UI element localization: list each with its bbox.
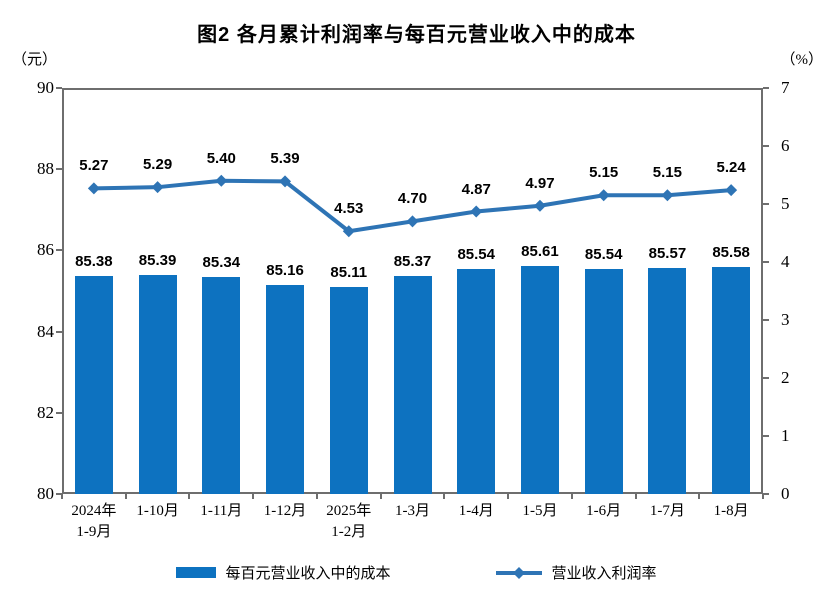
x-axis-tick [443, 494, 446, 499]
line-value-label: 4.53 [334, 200, 364, 218]
bar-value-label: 85.57 [648, 244, 687, 262]
line-value-label: 4.97 [525, 174, 555, 192]
x-category-label: 1-12月 [263, 503, 307, 519]
line-swatch-icon [495, 566, 542, 579]
right-axis-tick-label: 0 [781, 484, 790, 503]
bar [74, 275, 113, 494]
x-axis-tick [762, 494, 764, 499]
bar [457, 269, 496, 494]
right-axis-tick-label: 5 [781, 194, 790, 213]
left-axis-tick-label: 86 [37, 240, 54, 260]
legend-item-profit: 营业收入利润率 [495, 562, 657, 583]
left-axis-tick [56, 168, 62, 171]
left-axis-unit-label: （元） [12, 52, 58, 68]
legend-bar-label: 每百元营业收入中的成本 [225, 566, 391, 582]
left-axis-tick [56, 87, 62, 89]
legend: 每百元营业收入中的成本 营业收入利润率 [0, 562, 833, 583]
x-axis-tick [570, 494, 573, 499]
line-value-label: 5.40 [206, 149, 236, 167]
bar [266, 284, 305, 494]
legend-line-label: 营业收入利润率 [551, 566, 657, 582]
bar-value-label: 85.16 [266, 261, 304, 279]
x-category-label: 1-8月 [713, 503, 749, 519]
bar-value-label: 85.11 [330, 263, 368, 281]
line-value-label: 4.87 [461, 180, 491, 198]
right-axis-tick [763, 87, 769, 89]
bar-value-label: 85.37 [393, 252, 432, 270]
x-category-label: 1-6月 [586, 503, 622, 519]
x-category-label: 1-7月 [649, 503, 685, 519]
right-axis-unit-label: （%） [780, 52, 824, 68]
left-axis-tick-label: 84 [37, 321, 54, 341]
x-category-label: 1-3月 [395, 503, 430, 519]
x-axis-tick [507, 494, 510, 499]
x-category-label: 1-4月 [458, 503, 494, 519]
left-axis-tick [56, 411, 62, 414]
line-value-label: 5.15 [589, 164, 619, 182]
bar-value-label: 85.54 [457, 246, 495, 264]
left-axis-tick-label: 80 [37, 484, 54, 503]
right-axis-tick [763, 145, 769, 147]
bar-value-label: 85.58 [712, 244, 750, 262]
x-category-label: 1-5月 [522, 503, 558, 519]
bar-value-label: 85.61 [521, 243, 559, 261]
left-axis-tick [56, 249, 62, 252]
x-axis-tick [252, 494, 255, 499]
right-axis-tick [763, 319, 769, 321]
right-axis-tick [763, 435, 769, 437]
legend-item-cost: 每百元营业收入中的成本 [176, 562, 391, 583]
right-axis-tick-label: 7 [781, 78, 790, 97]
x-category-label: 1-11月 [200, 503, 243, 519]
line-value-label: 5.39 [270, 150, 300, 168]
bar [648, 267, 687, 494]
right-axis-tick-label: 4 [781, 252, 790, 271]
x-category-label: 2024年 1-9月 [71, 503, 117, 540]
bar-value-label: 85.54 [584, 246, 623, 264]
right-axis-tick [763, 377, 769, 379]
x-axis-tick [634, 494, 637, 499]
right-axis-tick-label: 1 [781, 426, 790, 445]
x-axis-tick [61, 494, 63, 499]
right-axis-tick-label: 2 [781, 368, 790, 387]
left-axis-tick-label: 82 [37, 402, 54, 422]
right-axis-tick-label: 3 [781, 310, 790, 329]
bar-value-label: 85.34 [202, 254, 241, 272]
bar [584, 269, 623, 494]
x-axis-tick [124, 494, 127, 499]
line-value-label: 5.29 [142, 156, 173, 174]
bar-value-label: 85.39 [138, 252, 177, 270]
bar [520, 266, 559, 494]
line-value-label: 4.70 [397, 190, 428, 208]
bar [712, 267, 751, 494]
right-axis-tick-label: 6 [781, 136, 790, 155]
line-value-label: 5.24 [716, 159, 746, 177]
x-axis-tick [315, 494, 318, 499]
left-axis-tick [56, 330, 62, 333]
bar [138, 275, 177, 494]
bar [393, 275, 432, 494]
bar-swatch-icon [176, 567, 217, 578]
x-axis-tick [379, 494, 382, 499]
left-axis-tick-label: 90 [37, 78, 54, 97]
right-axis-tick [763, 261, 769, 263]
right-axis-tick [763, 493, 769, 495]
bar [329, 286, 368, 494]
left-axis-tick [56, 493, 62, 495]
bar [202, 277, 241, 494]
bar-value-label: 85.38 [75, 252, 113, 270]
line-value-label: 5.27 [79, 157, 109, 175]
left-axis-tick-label: 88 [37, 159, 54, 179]
x-category-label: 2025年 1-2月 [326, 503, 372, 540]
chart-title: 图2 各月累计利润率与每百元营业收入中的成本 [197, 24, 636, 46]
x-category-label: 1-10月 [136, 503, 179, 519]
line-value-label: 5.15 [652, 164, 682, 182]
right-axis-tick [763, 203, 769, 205]
x-axis-tick [188, 494, 191, 499]
x-axis-tick [698, 494, 701, 499]
